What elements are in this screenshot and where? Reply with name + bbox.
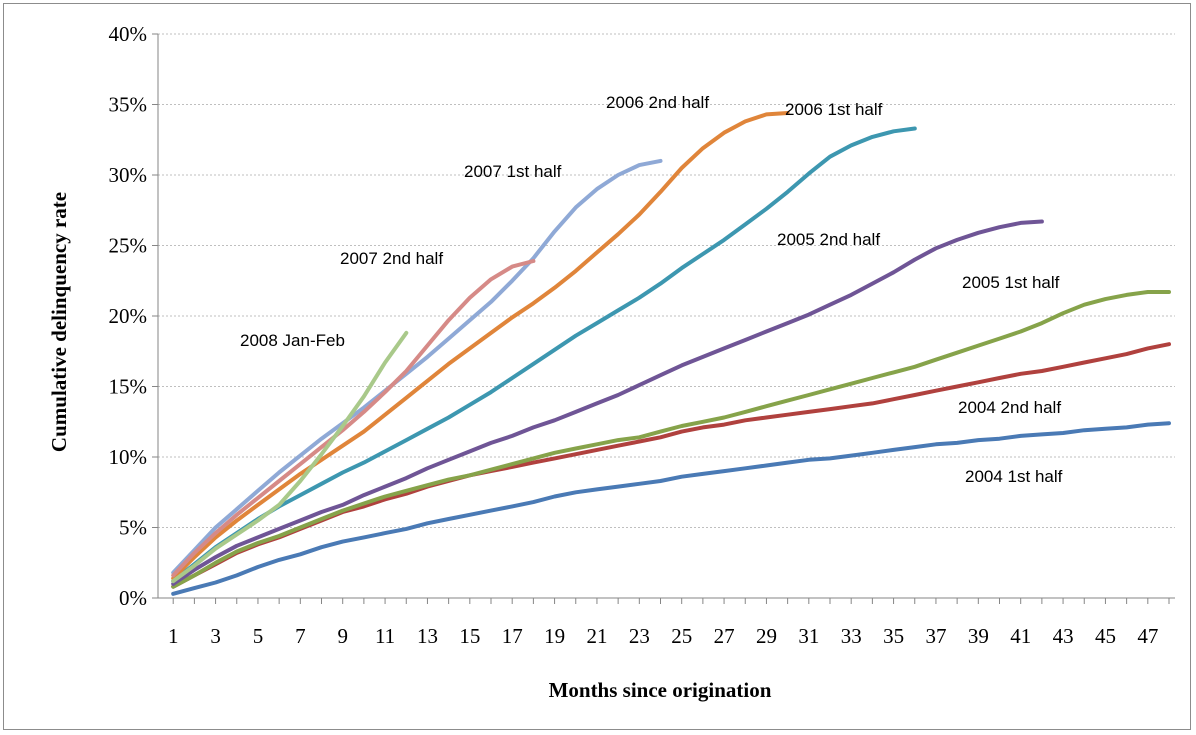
y-tick-label: 5% xyxy=(119,516,147,540)
x-tick-label: 9 xyxy=(337,624,348,648)
series-label-2005-2nd-half: 2005 2nd half xyxy=(777,230,880,249)
x-axis-title: Months since origination xyxy=(549,678,772,702)
series-line-2007-2nd-half xyxy=(171,259,536,578)
x-tick-label: 45 xyxy=(1095,624,1116,648)
x-tick-label: 41 xyxy=(1010,624,1031,648)
series-line-2008-jan-feb xyxy=(171,330,409,584)
series-label-2005-1st-half: 2005 1st half xyxy=(962,273,1060,292)
y-tick-labels: 0% 5% 10% 15% 20% 25% 30% 35% 40% xyxy=(109,22,148,610)
x-tick-label: 35 xyxy=(883,624,904,648)
x-tick-label: 7 xyxy=(295,624,306,648)
x-tick-label: 25 xyxy=(671,624,692,648)
y-tick-label: 20% xyxy=(109,304,148,328)
y-tick-label: 10% xyxy=(109,445,148,469)
x-tick-label: 15 xyxy=(459,624,480,648)
y-tick-label: 25% xyxy=(109,234,148,258)
x-tick-label: 47 xyxy=(1137,624,1158,648)
x-tick-label: 3 xyxy=(210,624,221,648)
series-label-2006-1st-half: 2006 1st half xyxy=(785,100,883,119)
x-tick-label: 27 xyxy=(714,624,735,648)
chart-frame xyxy=(3,3,1191,730)
series-lines xyxy=(171,111,1171,596)
y-tick-label: 35% xyxy=(109,93,148,117)
x-tick-label: 33 xyxy=(841,624,862,648)
series-label-2004-2nd-half: 2004 2nd half xyxy=(958,398,1061,417)
x-tick-label: 43 xyxy=(1053,624,1074,648)
x-tick-label: 17 xyxy=(502,624,523,648)
series-line-2007-1st-half xyxy=(171,158,663,575)
axes xyxy=(152,33,1175,604)
x-tick-label: 5 xyxy=(253,624,264,648)
x-tick-label: 21 xyxy=(586,624,607,648)
series-label-2007-1st-half: 2007 1st half xyxy=(464,162,562,181)
x-tick-label: 23 xyxy=(629,624,650,648)
x-tick-label: 39 xyxy=(968,624,989,648)
series-labels: 2004 1st half 2004 2nd half 2005 1st half 2… xyxy=(240,93,1063,486)
x-tick-label: 37 xyxy=(925,624,946,648)
x-tick-label: 1 xyxy=(168,624,179,648)
x-tick-label: 11 xyxy=(375,624,395,648)
series-line-2004-2nd-half xyxy=(171,342,1171,589)
y-axis-title: Cumulative delinquency rate xyxy=(47,192,71,452)
series-line-2005-1st-half xyxy=(171,290,1171,589)
series-line-2006-2nd-half xyxy=(171,111,790,581)
y-tick-label: 15% xyxy=(109,375,148,399)
y-tick-label: 40% xyxy=(109,22,148,46)
series-label-2006-2nd-half: 2006 2nd half xyxy=(606,93,709,112)
y-tick-label: 30% xyxy=(109,163,148,187)
series-line-2004-1st-half xyxy=(171,421,1171,596)
series-label-2004-1st-half: 2004 1st half xyxy=(965,467,1063,486)
x-tick-label: 19 xyxy=(544,624,565,648)
series-label-2007-2nd-half: 2007 2nd half xyxy=(340,249,443,268)
x-tick-labels: 1 3 5 7 9 11 13 15 17 19 21 23 25 27 29 31 33 35 37 39 41 43 4… xyxy=(168,624,1158,648)
x-tick-label: 31 xyxy=(798,624,819,648)
series-line-2006-1st-half xyxy=(171,126,917,584)
x-tick-label: 13 xyxy=(417,624,438,648)
x-tick-label: 29 xyxy=(756,624,777,648)
series-label-2008-jan-feb: 2008 Jan-Feb xyxy=(240,331,345,350)
y-tick-label: 0% xyxy=(119,586,147,610)
series-line-2005-2nd-half xyxy=(171,219,1044,586)
